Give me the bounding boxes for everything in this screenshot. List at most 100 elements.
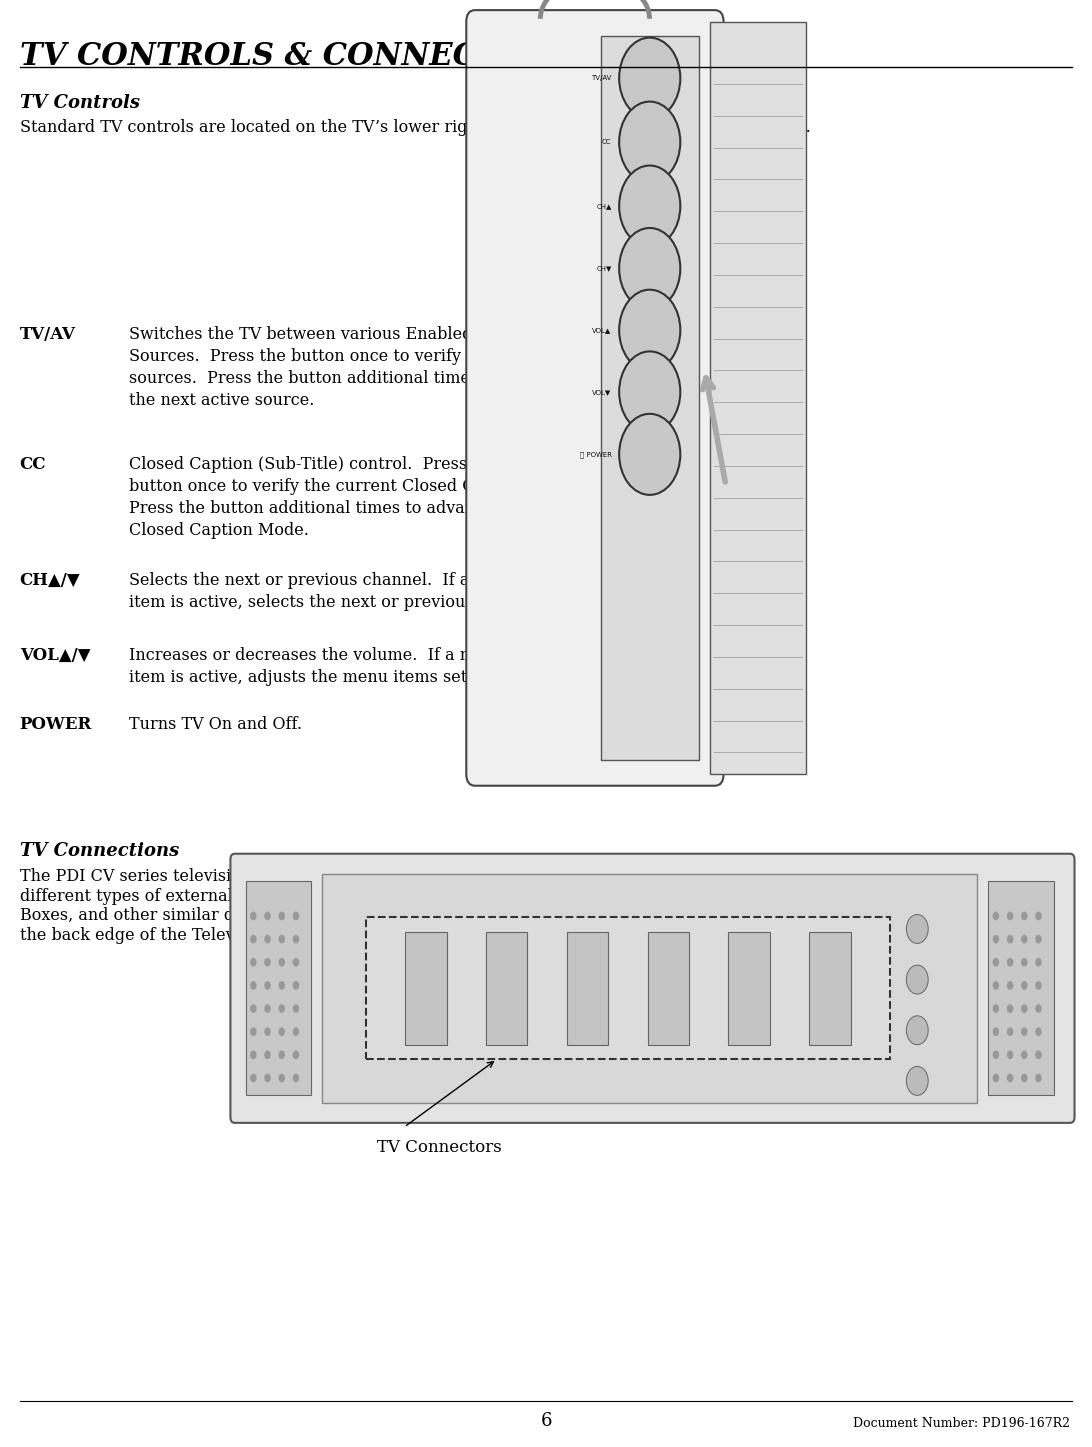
Circle shape: [293, 1051, 299, 1059]
Text: Closed Caption (Sub-Title) control.  Press the
button once to verify the current: Closed Caption (Sub-Title) control. Pres…: [129, 456, 586, 540]
Circle shape: [1035, 958, 1042, 967]
Circle shape: [264, 1004, 271, 1013]
Circle shape: [250, 912, 257, 920]
Bar: [728, 932, 770, 1045]
Circle shape: [906, 1016, 928, 1045]
Text: TV Connectors: TV Connectors: [377, 1139, 501, 1156]
Circle shape: [1035, 1004, 1042, 1013]
Circle shape: [1007, 981, 1013, 990]
Circle shape: [1035, 1074, 1042, 1082]
Circle shape: [1021, 1051, 1028, 1059]
Text: TV CONTROLS & CONNECTIONS: TV CONTROLS & CONNECTIONS: [20, 41, 590, 71]
FancyBboxPatch shape: [230, 854, 1075, 1123]
Circle shape: [250, 1027, 257, 1036]
Circle shape: [993, 1027, 999, 1036]
Circle shape: [264, 958, 271, 967]
Circle shape: [1021, 1004, 1028, 1013]
Circle shape: [250, 958, 257, 967]
Bar: [601, 36, 699, 760]
Circle shape: [293, 1074, 299, 1082]
Circle shape: [278, 1027, 285, 1036]
Circle shape: [619, 38, 680, 119]
Circle shape: [264, 1051, 271, 1059]
Circle shape: [250, 981, 257, 990]
Bar: [988, 881, 1054, 1095]
Circle shape: [993, 1074, 999, 1082]
Text: CH▼: CH▼: [596, 265, 612, 272]
Circle shape: [278, 981, 285, 990]
Circle shape: [619, 165, 680, 246]
Circle shape: [264, 1027, 271, 1036]
Circle shape: [264, 981, 271, 990]
Circle shape: [1007, 1027, 1013, 1036]
Circle shape: [278, 1074, 285, 1082]
Circle shape: [1021, 1074, 1028, 1082]
Text: Switches the TV between various Enabled
Sources.  Press the button once to verif: Switches the TV between various Enabled …: [129, 326, 593, 410]
Circle shape: [993, 935, 999, 943]
Bar: [567, 932, 608, 1045]
Circle shape: [619, 352, 680, 433]
Text: Turns TV On and Off.: Turns TV On and Off.: [129, 716, 301, 734]
Text: TV Controls: TV Controls: [20, 94, 140, 111]
Circle shape: [278, 1004, 285, 1013]
Circle shape: [293, 981, 299, 990]
Bar: [710, 22, 806, 774]
Circle shape: [1021, 912, 1028, 920]
Text: POWER: POWER: [20, 716, 92, 734]
Circle shape: [993, 1004, 999, 1013]
Text: Standard TV controls are located on the TV’s lower right cabinet side.  Basic co: Standard TV controls are located on the …: [20, 119, 810, 136]
Text: CC: CC: [20, 456, 46, 473]
Circle shape: [278, 912, 285, 920]
Text: ⏻ POWER: ⏻ POWER: [580, 451, 612, 457]
Circle shape: [1007, 1074, 1013, 1082]
Text: VOL▼: VOL▼: [592, 389, 612, 395]
Text: Increases or decreases the volume.  If a menu
item is active, adjusts the menu i: Increases or decreases the volume. If a …: [129, 647, 513, 686]
Circle shape: [1035, 912, 1042, 920]
Bar: [322, 874, 977, 1103]
Text: VOL▲/▼: VOL▲/▼: [20, 647, 91, 664]
Circle shape: [619, 414, 680, 495]
FancyBboxPatch shape: [466, 10, 724, 786]
Bar: [809, 932, 851, 1045]
Circle shape: [250, 1004, 257, 1013]
Circle shape: [906, 965, 928, 994]
Text: TV/AV: TV/AV: [20, 326, 75, 343]
Text: TV Connections: TV Connections: [20, 842, 179, 860]
Circle shape: [619, 289, 680, 370]
Bar: [648, 932, 689, 1045]
Text: TV/AV: TV/AV: [591, 75, 612, 81]
Circle shape: [993, 958, 999, 967]
Text: CH▲/▼: CH▲/▼: [20, 572, 81, 589]
Bar: [246, 881, 311, 1095]
Circle shape: [264, 912, 271, 920]
Text: CH▲: CH▲: [596, 203, 612, 208]
Circle shape: [264, 935, 271, 943]
Text: 6: 6: [541, 1412, 551, 1430]
Circle shape: [993, 1051, 999, 1059]
Circle shape: [1021, 981, 1028, 990]
Text: The PDI CV series televisions offer connection jacks for many
different types of: The PDI CV series televisions offer conn…: [20, 868, 547, 943]
Circle shape: [1021, 935, 1028, 943]
Circle shape: [1007, 958, 1013, 967]
Circle shape: [906, 915, 928, 943]
Circle shape: [1035, 1051, 1042, 1059]
Circle shape: [1035, 981, 1042, 990]
Circle shape: [293, 958, 299, 967]
Circle shape: [993, 981, 999, 990]
Circle shape: [250, 935, 257, 943]
Circle shape: [619, 229, 680, 310]
Circle shape: [278, 1051, 285, 1059]
Text: Document Number: PD196-167R2: Document Number: PD196-167R2: [853, 1417, 1070, 1430]
Circle shape: [1021, 1027, 1028, 1036]
Bar: [366, 917, 890, 1059]
Circle shape: [993, 912, 999, 920]
Circle shape: [293, 935, 299, 943]
Circle shape: [906, 1066, 928, 1095]
Bar: [405, 932, 447, 1045]
Circle shape: [1007, 912, 1013, 920]
Circle shape: [619, 101, 680, 182]
Circle shape: [1021, 958, 1028, 967]
Circle shape: [1035, 935, 1042, 943]
Circle shape: [1007, 1051, 1013, 1059]
Circle shape: [293, 1027, 299, 1036]
